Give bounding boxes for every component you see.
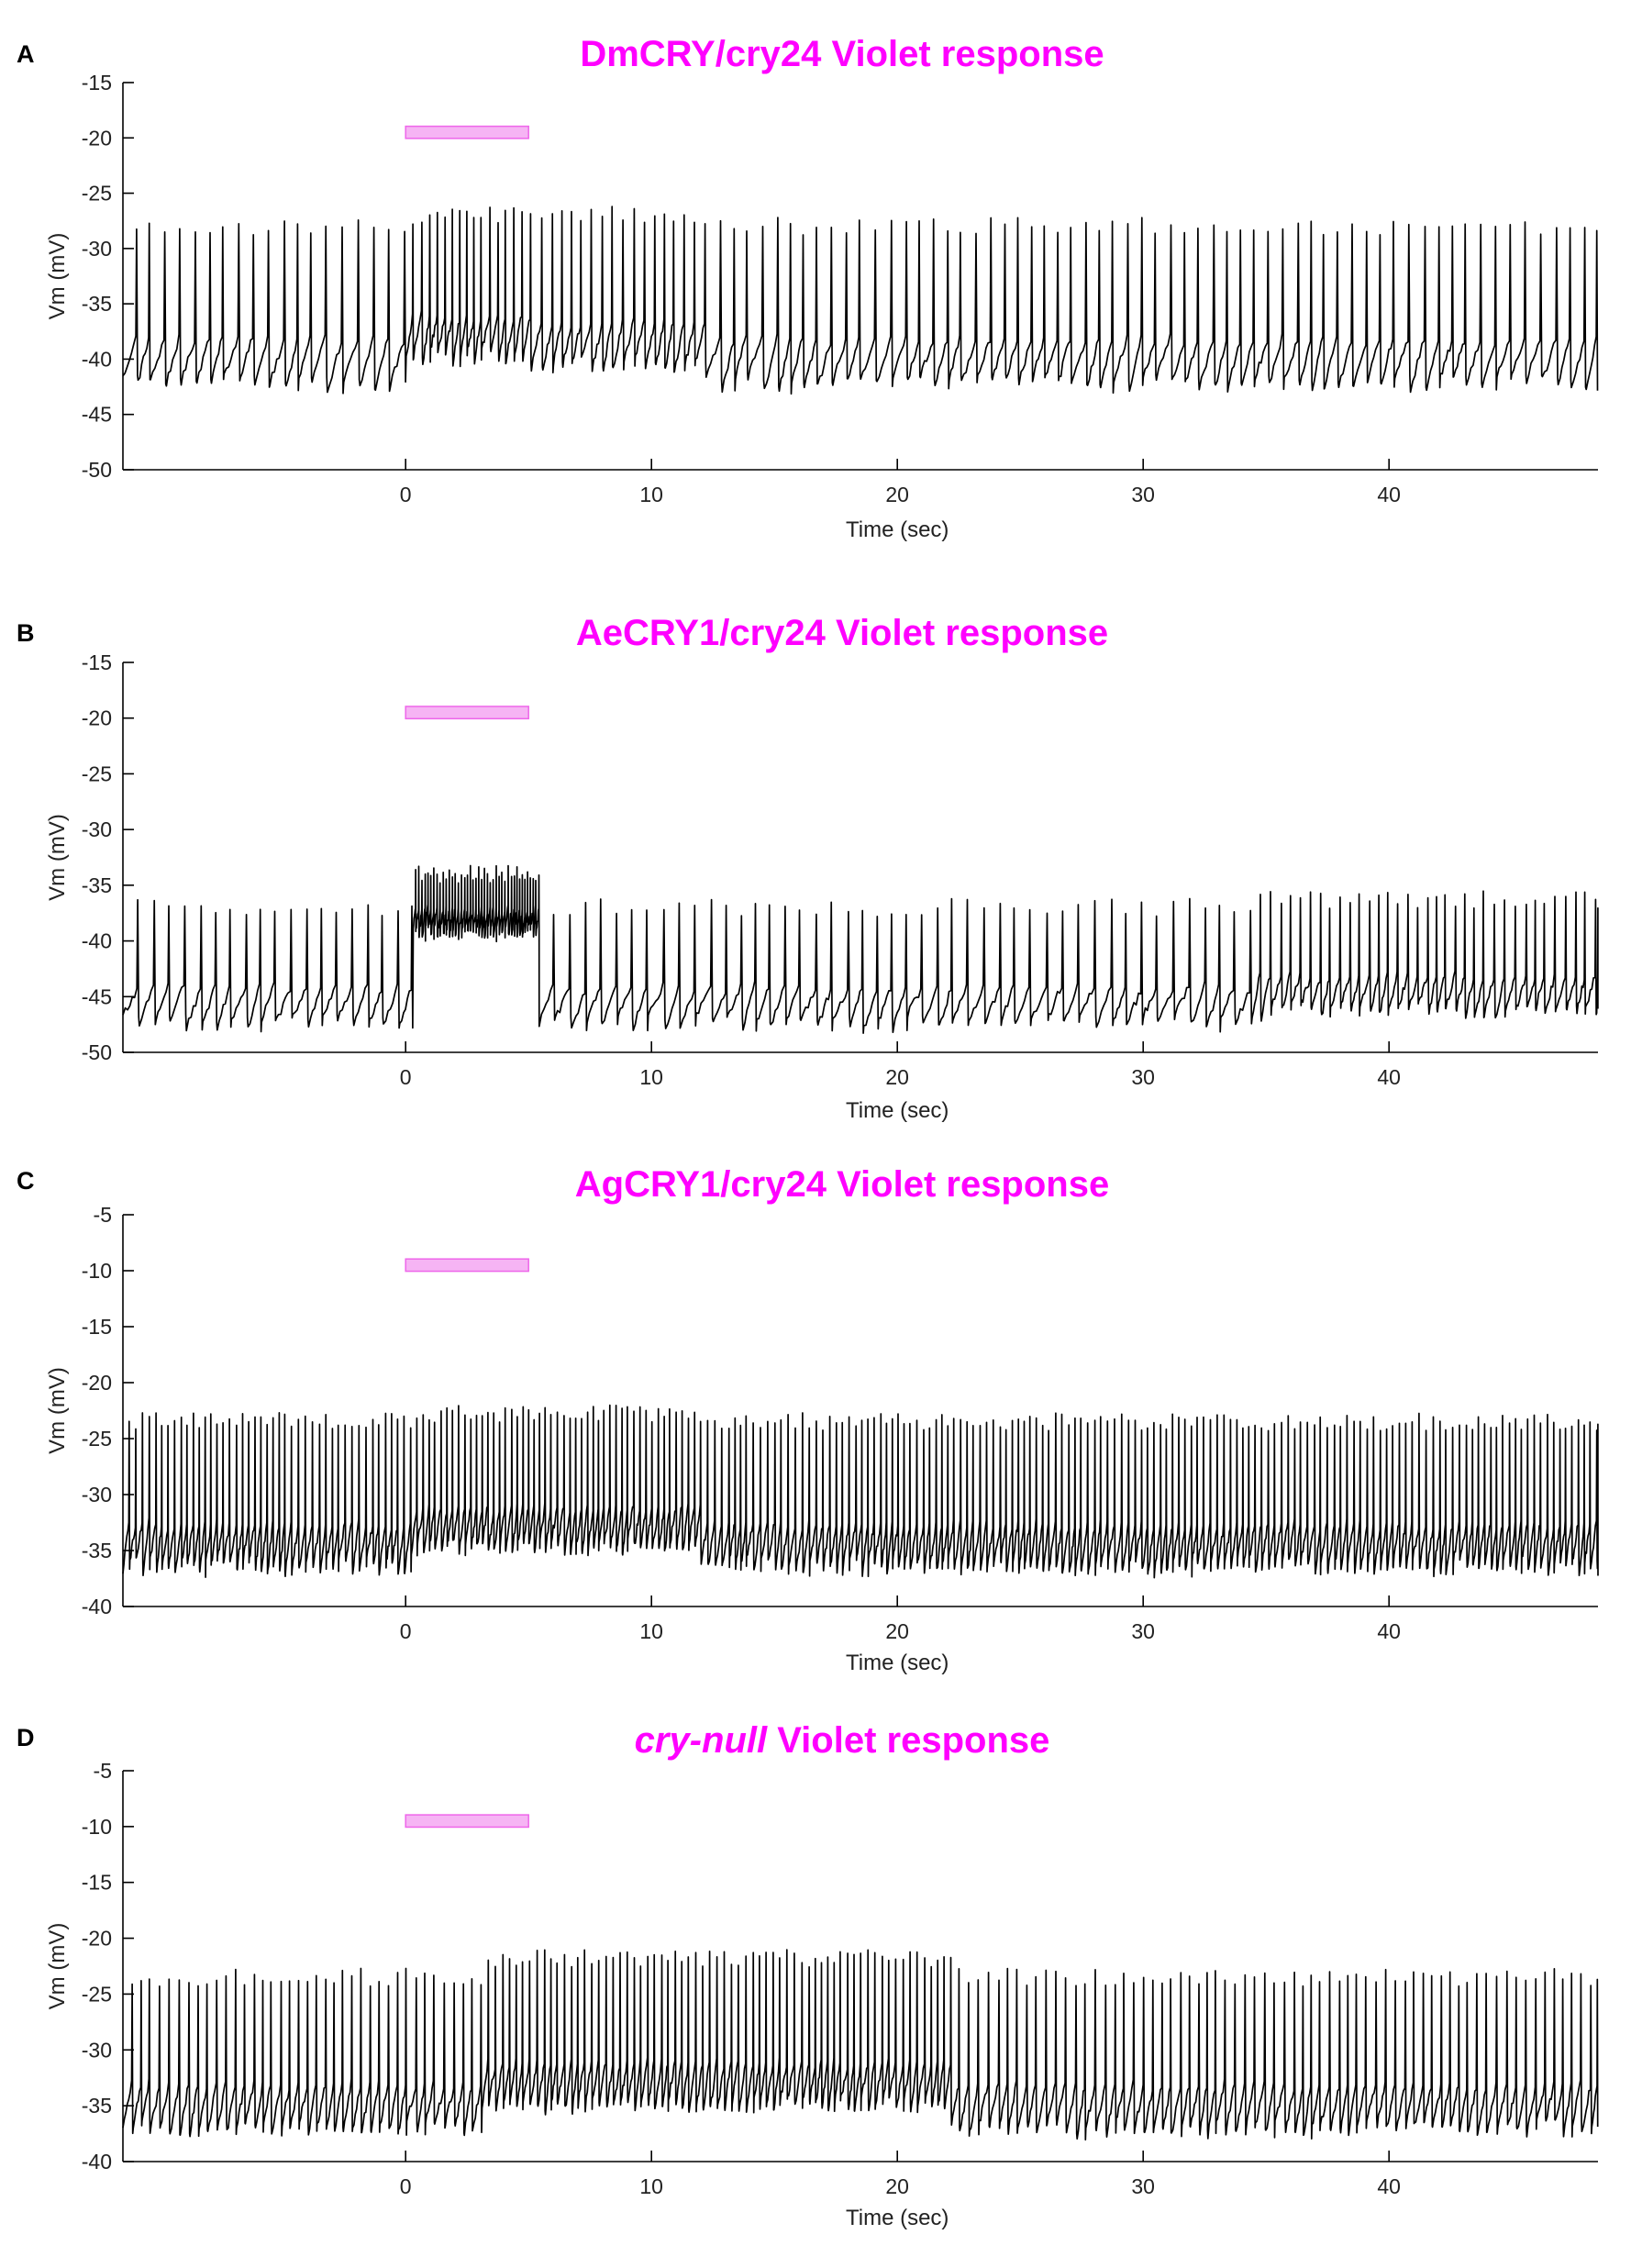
x-tick-label: 30 bbox=[1131, 2174, 1155, 2198]
y-tick-label: -15 bbox=[82, 1871, 112, 1895]
stimulus-bar bbox=[405, 1814, 529, 1829]
y-tick-label: -5 bbox=[94, 1203, 112, 1227]
y-tick-label: -45 bbox=[82, 984, 112, 1008]
x-tick-label: 40 bbox=[1377, 1619, 1401, 1643]
x-tick-label: 0 bbox=[400, 2174, 412, 2198]
y-axis-label: Vm (mV) bbox=[45, 1367, 70, 1454]
stimulus-bar bbox=[405, 706, 529, 720]
x-tick-label: 0 bbox=[400, 1065, 412, 1089]
y-tick-label: -10 bbox=[82, 1259, 112, 1283]
y-tick-label: -25 bbox=[82, 1427, 112, 1451]
x-tick-label: 10 bbox=[639, 1619, 663, 1643]
x-tick-label: 20 bbox=[885, 1065, 909, 1089]
y-tick-label: -15 bbox=[82, 650, 112, 674]
y-tick-label: -30 bbox=[82, 1483, 112, 1506]
y-tick-label: -25 bbox=[82, 762, 112, 785]
x-tick-label: 10 bbox=[639, 1065, 663, 1089]
panel-letter: B bbox=[17, 619, 35, 647]
y-tick-label: -20 bbox=[82, 1927, 112, 1951]
x-tick-label: 20 bbox=[885, 2174, 909, 2198]
panel-c: C AgCRY1/cry24 Violet response -5 -10 -15 -20… bbox=[17, 1164, 1599, 1675]
y-tick-label: -50 bbox=[82, 458, 112, 482]
y-tick-label: -30 bbox=[82, 817, 112, 841]
panel-b: B AeCRY1/cry24 Violet response -15 -20 -25 -3… bbox=[17, 613, 1599, 1123]
y-axis-label: Vm (mV) bbox=[45, 233, 70, 320]
x-tick-label: 30 bbox=[1131, 1065, 1155, 1089]
voltage-trace bbox=[122, 206, 1599, 395]
panel-letter: A bbox=[17, 40, 35, 68]
y-tick-label: -40 bbox=[82, 347, 112, 371]
x-tick-label: 40 bbox=[1377, 2174, 1401, 2198]
y-tick-label: -30 bbox=[82, 237, 112, 261]
panel-title: DmCRY/cry24 Violet response bbox=[580, 34, 1104, 74]
y-tick-label: -5 bbox=[94, 1759, 112, 1783]
x-tick-label: 20 bbox=[885, 483, 909, 506]
x-axis-label: Time (sec) bbox=[846, 2206, 949, 2230]
y-tick-label: -40 bbox=[82, 1595, 112, 1618]
y-tick-label: -35 bbox=[82, 2094, 112, 2118]
y-tick-label: -25 bbox=[82, 182, 112, 206]
x-tick-label: 40 bbox=[1377, 483, 1401, 506]
panel-letter: C bbox=[17, 1167, 35, 1195]
y-tick-label: -40 bbox=[82, 929, 112, 953]
x-axis-label: Time (sec) bbox=[846, 1098, 949, 1123]
y-tick-label: -20 bbox=[82, 1371, 112, 1395]
x-tick-label: 20 bbox=[885, 1619, 909, 1643]
y-axis-label: Vm (mV) bbox=[45, 814, 70, 901]
panel-title: AeCRY1/cry24 Violet response bbox=[576, 613, 1108, 653]
y-tick-label: -40 bbox=[82, 2150, 112, 2174]
voltage-trace bbox=[122, 1949, 1599, 2141]
x-tick-label: 10 bbox=[639, 2174, 663, 2198]
y-tick-label: -15 bbox=[82, 1315, 112, 1339]
panel-a: A DmCRY/cry24 Violet response -15 -20 -25 -30… bbox=[17, 34, 1599, 542]
y-tick-label: -15 bbox=[82, 71, 112, 94]
panel-title: AgCRY1/cry24 Violet response bbox=[575, 1164, 1109, 1205]
stimulus-bar bbox=[405, 125, 529, 139]
stimulus-bar bbox=[405, 1258, 529, 1273]
voltage-trace bbox=[122, 1404, 1599, 1579]
y-tick-label: -30 bbox=[82, 2038, 112, 2062]
y-axis-label: Vm (mV) bbox=[45, 1923, 70, 2010]
panel-letter: D bbox=[17, 1724, 35, 1751]
x-tick-label: 10 bbox=[639, 483, 663, 506]
voltage-trace bbox=[122, 864, 1599, 1034]
panel-title: cry-null Violet response bbox=[635, 1720, 1050, 1761]
x-tick-label: 30 bbox=[1131, 483, 1155, 506]
y-tick-label: -20 bbox=[82, 706, 112, 730]
y-tick-label: -35 bbox=[82, 873, 112, 897]
x-tick-label: 0 bbox=[400, 483, 412, 506]
x-tick-label: 30 bbox=[1131, 1619, 1155, 1643]
y-tick-label: -50 bbox=[82, 1040, 112, 1064]
y-tick-label: -35 bbox=[82, 1539, 112, 1562]
x-tick-label: 0 bbox=[400, 1619, 412, 1643]
x-axis-label: Time (sec) bbox=[846, 1651, 949, 1675]
y-tick-label: -10 bbox=[82, 1815, 112, 1839]
y-tick-label: -20 bbox=[82, 126, 112, 150]
y-tick-label: -45 bbox=[82, 403, 112, 427]
y-tick-label: -35 bbox=[82, 292, 112, 316]
x-axis-label: Time (sec) bbox=[846, 517, 949, 542]
x-tick-label: 40 bbox=[1377, 1065, 1401, 1089]
y-tick-label: -25 bbox=[82, 1982, 112, 2006]
